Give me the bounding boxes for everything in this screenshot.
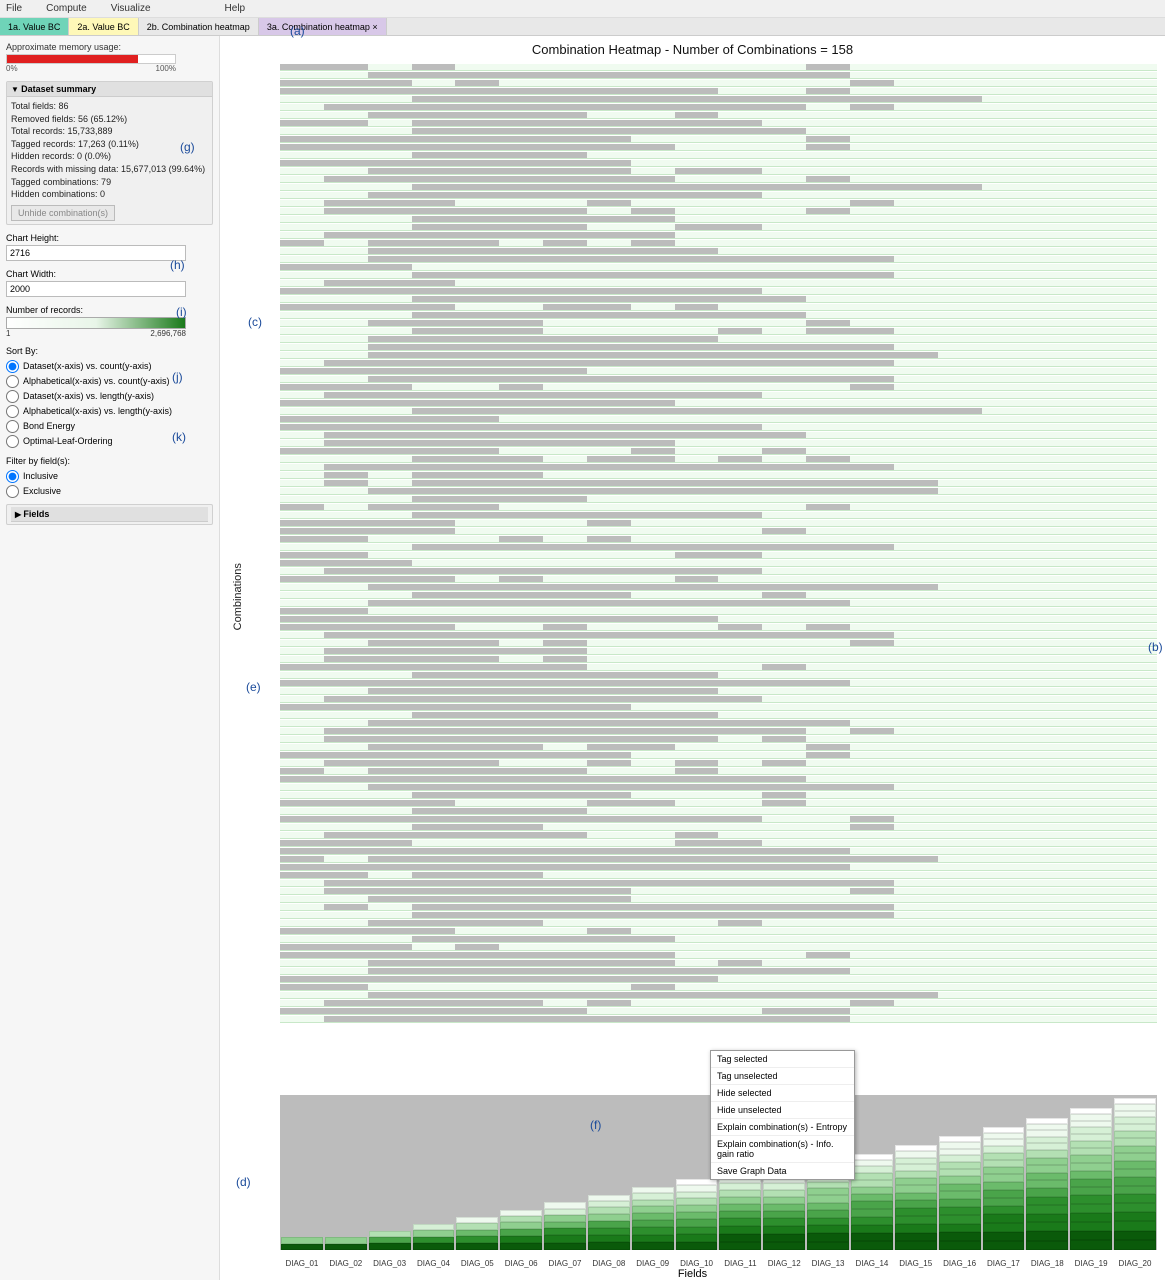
menubar: File Compute Visualize Help <box>0 0 1165 18</box>
x-axis-title: Fields <box>678 1268 707 1280</box>
x-tick: DIAG_08 <box>587 1259 631 1268</box>
unhide-button[interactable]: Unhide combination(s) <box>11 205 115 221</box>
tab[interactable]: 3a. Combination heatmap × <box>259 18 387 35</box>
summary-line: Records with missing data: 15,677,013 (9… <box>11 163 208 176</box>
context-menu-item[interactable]: Tag selected <box>711 1051 854 1068</box>
context-menu-item[interactable]: Save Graph Data <box>711 1163 854 1179</box>
x-tick: DIAG_01 <box>280 1259 324 1268</box>
radio-option[interactable]: Exclusive <box>6 485 213 498</box>
x-tick: DIAG_06 <box>499 1259 543 1268</box>
memory-fill <box>7 55 138 63</box>
summary-line: Removed fields: 56 (65.12%) <box>11 113 208 126</box>
radio-option[interactable]: Optimal-Leaf-Ordering <box>6 435 213 448</box>
radio-option[interactable]: Alphabetical(x-axis) vs. length(y-axis) <box>6 405 213 418</box>
x-tick: DIAG_14 <box>850 1259 894 1268</box>
memory-min: 0% <box>6 64 18 73</box>
x-tick: DIAG_17 <box>982 1259 1026 1268</box>
memory-max: 100% <box>156 64 176 73</box>
visualization-area: Combination Heatmap - Number of Combinat… <box>220 36 1165 1280</box>
fields-header[interactable]: Fields <box>11 507 208 522</box>
summary-line: Hidden records: 0 (0.0%) <box>11 150 208 163</box>
x-tick: DIAG_18 <box>1025 1259 1069 1268</box>
x-tick: DIAG_05 <box>455 1259 499 1268</box>
dataset-summary-header[interactable]: Dataset summary <box>7 82 212 97</box>
x-tick: DIAG_04 <box>412 1259 456 1268</box>
summary-line: Tagged records: 17,263 (0.11%) <box>11 138 208 151</box>
sidebar: Approximate memory usage: 0% 100% Datase… <box>0 36 220 1280</box>
filter-radio-group: Inclusive Exclusive <box>6 470 213 498</box>
summary-line: Hidden combinations: 0 <box>11 188 208 201</box>
context-menu-item[interactable]: Tag unselected <box>711 1068 854 1085</box>
x-tick: DIAG_13 <box>806 1259 850 1268</box>
chart-title: Combination Heatmap - Number of Combinat… <box>220 36 1165 59</box>
radio-option[interactable]: Inclusive <box>6 470 213 483</box>
chart-height-input[interactable] <box>6 245 186 261</box>
legend-max: 2,696,768 <box>150 329 186 338</box>
x-tick: DIAG_15 <box>894 1259 938 1268</box>
context-menu-item[interactable]: Explain combination(s) - Info. gain rati… <box>711 1136 854 1163</box>
summary-line: Total fields: 86 <box>11 100 208 113</box>
x-tick: DIAG_09 <box>631 1259 675 1268</box>
x-tick: DIAG_07 <box>543 1259 587 1268</box>
context-menu-item[interactable]: Hide unselected <box>711 1102 854 1119</box>
menu-help[interactable]: Help <box>225 3 246 14</box>
x-tick: DIAG_11 <box>718 1259 762 1268</box>
x-tick: DIAG_16 <box>938 1259 982 1268</box>
context-menu-item[interactable]: Explain combination(s) - Entropy <box>711 1119 854 1136</box>
summary-line: Tagged combinations: 79 <box>11 176 208 189</box>
records-legend-label: Number of records: <box>6 305 213 315</box>
menu-visualize[interactable]: Visualize <box>111 3 151 14</box>
menu-file[interactable]: File <box>6 3 22 14</box>
menu-compute[interactable]: Compute <box>46 3 87 14</box>
tab[interactable]: 2b. Combination heatmap <box>139 18 259 35</box>
sort-radio-group: Dataset(x-axis) vs. count(y-axis) Alphabe… <box>6 360 213 448</box>
x-axis-labels: DIAG_01DIAG_02DIAG_03DIAG_04DIAG_05DIAG_… <box>280 1259 1157 1268</box>
heatmap[interactable] <box>280 64 1157 1090</box>
x-tick: DIAG_02 <box>324 1259 368 1268</box>
context-menu-item[interactable]: Hide selected <box>711 1085 854 1102</box>
x-tick: DIAG_12 <box>762 1259 806 1268</box>
context-menu[interactable]: Tag selectedTag unselectedHide selectedH… <box>710 1050 855 1180</box>
y-axis-label: Combinations <box>232 563 244 630</box>
fields-panel[interactable]: Fields <box>6 504 213 525</box>
radio-option[interactable]: Bond Energy <box>6 420 213 433</box>
tab[interactable]: 1a. Value BC <box>0 18 69 35</box>
sort-label: Sort By: <box>6 346 213 356</box>
chart-width-input[interactable] <box>6 281 186 297</box>
x-tick: DIAG_03 <box>368 1259 412 1268</box>
tabbar: 1a. Value BC2a. Value BC2b. Combination … <box>0 18 1165 36</box>
x-tick: DIAG_10 <box>675 1259 719 1268</box>
chart-height-label: Chart Height: <box>6 233 213 243</box>
radio-option[interactable]: Alphabetical(x-axis) vs. count(y-axis) <box>6 375 213 388</box>
legend-min: 1 <box>6 329 10 338</box>
x-tick: DIAG_19 <box>1069 1259 1113 1268</box>
filter-label: Filter by field(s): <box>6 456 213 466</box>
dataset-summary-panel: Dataset summary Total fields: 86Removed … <box>6 81 213 225</box>
radio-option[interactable]: Dataset(x-axis) vs. count(y-axis) <box>6 360 213 373</box>
memory-bar <box>6 54 176 64</box>
radio-option[interactable]: Dataset(x-axis) vs. length(y-axis) <box>6 390 213 403</box>
chart-width-label: Chart Width: <box>6 269 213 279</box>
records-legend-gradient <box>6 317 186 329</box>
summary-line: Total records: 15,733,889 <box>11 125 208 138</box>
memory-label: Approximate memory usage: <box>6 42 213 52</box>
x-tick: DIAG_20 <box>1113 1259 1157 1268</box>
tab[interactable]: 2a. Value BC <box>69 18 138 35</box>
